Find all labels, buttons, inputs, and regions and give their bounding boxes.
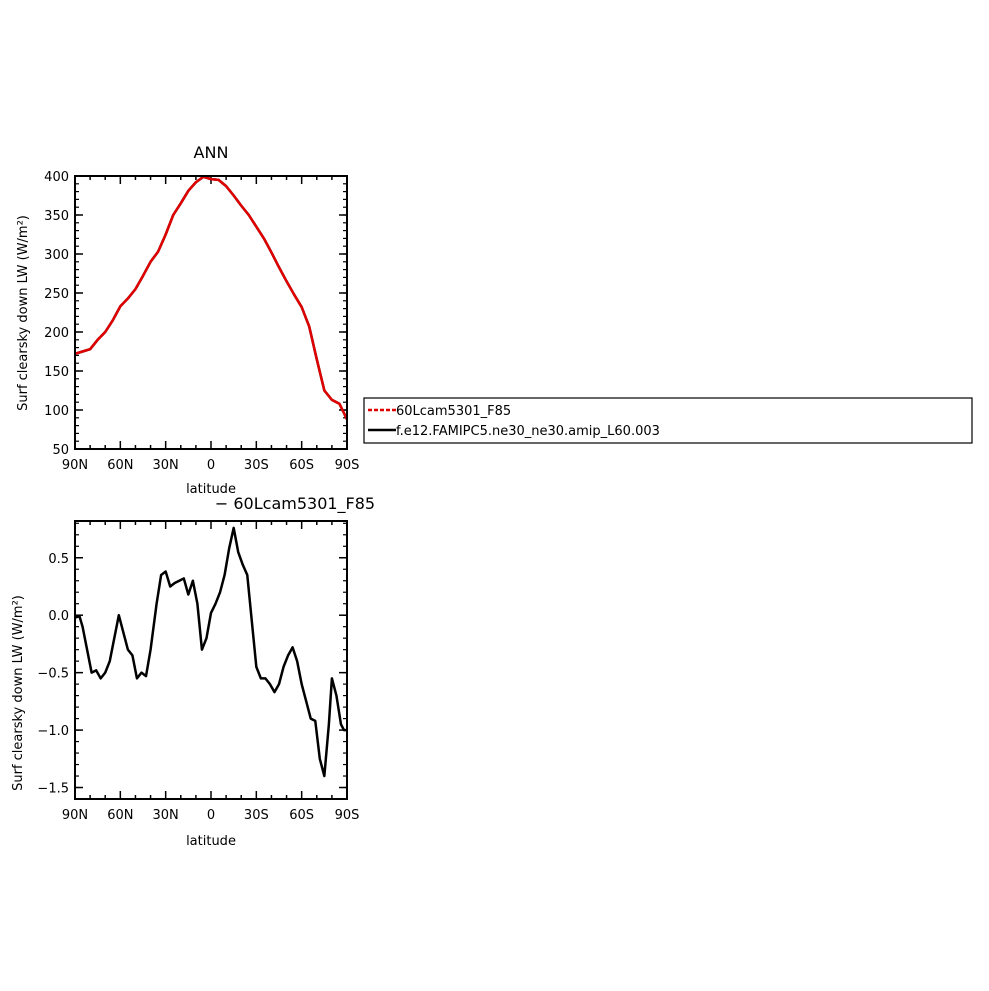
x-tick-label: 60S — [289, 808, 314, 823]
x-tick-label: 90S — [335, 458, 360, 473]
top-y-tick-labels: 50 100 150 200 250 300 350 400 — [44, 170, 69, 458]
bottom-plot-frame — [74, 520, 348, 800]
x-tick-label: 30N — [153, 458, 179, 473]
y-tick-label: −1.5 — [37, 782, 69, 797]
bottom-series-lines — [74, 526, 347, 778]
y-tick-label: 50 — [52, 443, 69, 458]
x-tick-label: 60N — [107, 808, 133, 823]
bottom-x-axis-title: latitude — [186, 834, 236, 849]
y-tick-label: 200 — [44, 326, 69, 341]
y-tick-label: 0.0 — [48, 609, 69, 624]
bottom-y-axis-title: Surf clearsky down LW (W/m²) — [11, 595, 26, 791]
y-tick-label: −1.0 — [37, 724, 69, 739]
bottom-y-tick-labels: −1.5 −1.0 −0.5 0.0 0.5 — [37, 552, 69, 797]
series-line-60lcam5301-f85 — [74, 175, 349, 420]
x-tick-label: 30N — [153, 808, 179, 823]
y-tick-label: 300 — [44, 248, 69, 263]
y-tick-label: 0.5 — [48, 552, 69, 567]
top-series-lines — [74, 175, 349, 420]
x-tick-label: 30S — [244, 458, 269, 473]
x-tick-label: 90N — [62, 808, 88, 823]
y-tick-label: 250 — [44, 287, 69, 302]
legend-label-famipc5: f.e12.FAMIPC5.ne30_ne30.amip_L60.003 — [396, 424, 660, 439]
bottom-x-tick-labels: 90N 60N 30N 0 30S 60S 90S — [62, 808, 360, 823]
x-tick-label: 30S — [244, 808, 269, 823]
y-tick-label: 400 — [44, 170, 69, 185]
y-tick-label: −0.5 — [37, 667, 69, 682]
y-tick-label: 150 — [44, 365, 69, 380]
top-panel: ANN 50 100 150 200 250 300 350 400 90N 60N 30N 0 30… — [16, 143, 359, 497]
top-chart-title: ANN — [194, 143, 229, 162]
y-tick-label: 100 — [44, 404, 69, 419]
top-y-axis-title: Surf clearsky down LW (W/m²) — [16, 215, 31, 411]
top-plot-frame — [74, 175, 348, 450]
series-line-f-e12-famipc5-ne30-ne30-amip-l60-003 — [74, 175, 349, 420]
x-tick-label: 60S — [289, 458, 314, 473]
legend-box — [363, 397, 973, 444]
x-tick-label: 90S — [335, 808, 360, 823]
x-tick-label: 90N — [62, 458, 88, 473]
x-tick-label: 0 — [207, 458, 215, 473]
legend: 60Lcam5301_F85 f.e12.FAMIPC5.ne30_ne30.a… — [363, 397, 973, 444]
bottom-panel: − 60Lcam5301_F85 −1.5 −1.0 −0.5 0.0 0.5 90N 6… — [11, 494, 375, 849]
legend-label-60lcam: 60Lcam5301_F85 — [396, 404, 511, 419]
x-tick-label: 0 — [207, 808, 215, 823]
bottom-chart-title: − 60Lcam5301_F85 — [215, 494, 375, 514]
top-x-tick-labels: 90N 60N 30N 0 30S 60S 90S — [62, 458, 360, 473]
bottom-axis-ticks — [74, 521, 348, 800]
series-line-difference — [74, 526, 347, 778]
y-tick-label: 350 — [44, 209, 69, 224]
x-tick-label: 60N — [107, 458, 133, 473]
top-x-axis-title: latitude — [186, 482, 236, 497]
